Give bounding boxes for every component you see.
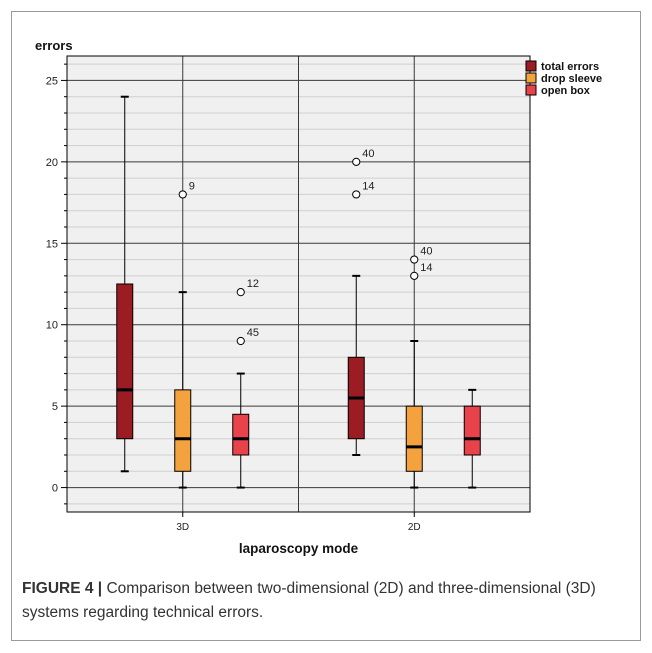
outlier-point: [236, 288, 245, 297]
box: [463, 405, 481, 456]
y-tick-label: 5: [52, 401, 58, 413]
outlier-label: 9: [189, 180, 195, 192]
legend-swatch: [525, 72, 537, 84]
outlier-point: [410, 255, 419, 264]
box-plot-chart: 0 5 10 15 20 25 40 14 9 40 14 12 45 3D 2D errors laparos…: [35, 38, 602, 556]
y-tick-label: 10: [46, 320, 58, 332]
figure-frame: [11, 11, 641, 641]
legend-label: drop sleeve: [541, 73, 602, 85]
outlier-label: 40: [362, 148, 374, 160]
outlier-point: [236, 336, 245, 346]
outlier-point: [352, 190, 361, 199]
y-tick-label: 20: [46, 157, 58, 169]
figure-caption: FIGURE 4 | Comparison between two-dimens…: [22, 577, 622, 625]
y-tick-label: 15: [46, 238, 58, 250]
outlier-label: 45: [247, 327, 259, 339]
legend-swatch: [525, 84, 537, 96]
plot-border: [66, 55, 531, 513]
x-tick-label: 2D: [408, 522, 421, 533]
box: [405, 405, 423, 472]
y-axis-title: errors: [35, 38, 73, 53]
box: [116, 283, 134, 440]
outlier-label: 40: [420, 246, 432, 258]
outlier-label: 14: [362, 180, 374, 192]
legend-label: total errors: [541, 61, 599, 73]
x-tick-label: 3D: [176, 522, 189, 533]
caption-prefix: FIGURE 4 |: [22, 580, 103, 597]
box: [232, 413, 250, 456]
outlier-label: 12: [247, 278, 259, 290]
box: [174, 389, 192, 472]
y-tick-label: 0: [52, 483, 58, 495]
outlier-label: 14: [420, 262, 432, 274]
legend-label: open box: [541, 85, 591, 97]
legend-swatch: [525, 60, 537, 72]
y-tick-label: 25: [46, 75, 58, 87]
outlier-point: [352, 157, 361, 166]
x-axis-title: laparoscopy mode: [239, 541, 359, 556]
outlier-point: [178, 190, 187, 199]
caption-text: Comparison between two-dimensional (2D) …: [22, 580, 596, 621]
outlier-point: [410, 271, 419, 280]
